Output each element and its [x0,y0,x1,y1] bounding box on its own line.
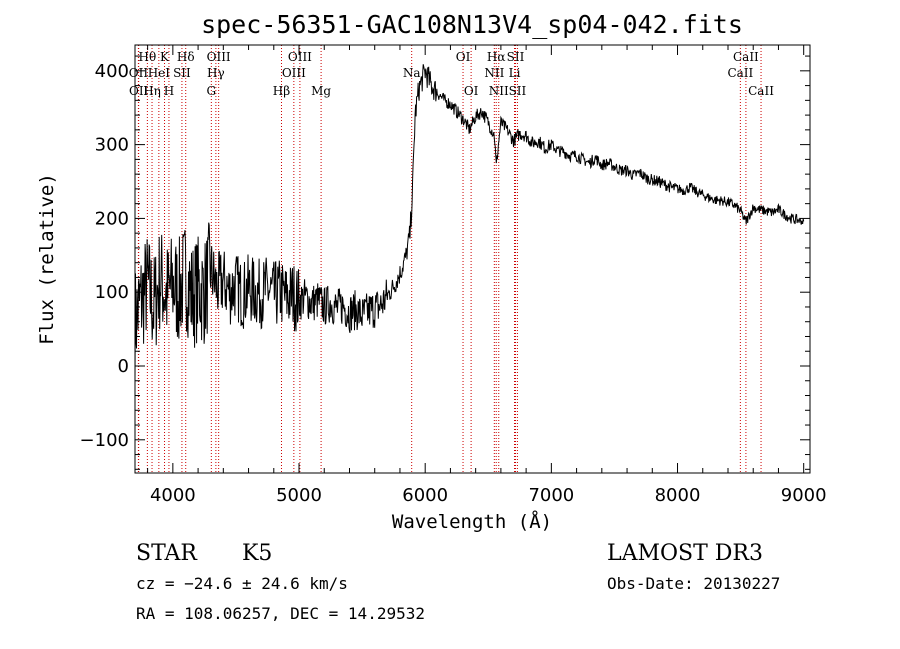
line-marker-label: OIII [288,50,312,64]
line-marker-label: Mg [311,84,331,98]
line-marker-label: Hβ [273,84,290,98]
y-axis-ticks: −100 0 100 200 300 400 [80,55,810,470]
line-marker-label: OII [129,66,149,80]
line-marker-label: SII [173,66,191,80]
line-marker-label: OIII [207,50,231,64]
line-marker-label: OIII [282,66,306,80]
line-marker-label: OII [129,84,149,98]
line-marker-label: SII [509,84,527,98]
line-marker-label: HeI [148,66,171,80]
survey-name: LAMOST DR3 [607,541,763,566]
line-marker-labels: Hθ OII OII K HeI Hη Hδ SII H OIII Hγ G OIII OIII Hβ Mg N… [129,50,774,98]
coordinates: RA = 108.06257, DEC = 14.29532 [136,604,425,623]
y-tick-label: −100 [80,430,129,451]
y-tick-label: 200 [95,208,129,229]
y-tick-label: 400 [95,61,129,82]
chart-title: spec-56351-GAC108N13V4_sp04-042.fits [201,10,743,39]
x-tick-label: 7000 [528,485,574,506]
line-marker-label: Na [403,66,421,80]
x-tick-label: 4000 [150,485,196,506]
line-marker-label: NII [489,84,509,98]
x-tick-label: 9000 [781,485,827,506]
y-tick-label: 300 [95,135,129,156]
line-marker-label: G [207,84,217,98]
line-marker-label: K [160,50,170,64]
y-axis-label: Flux (relative) [36,173,58,345]
object-subclass: K5 [242,541,273,566]
line-markers [137,45,762,473]
x-tick-label: 5000 [276,485,322,506]
line-marker-label: OI [464,84,479,98]
line-marker-label: CaII [748,84,774,98]
line-marker-label: SII [507,50,525,64]
line-marker-label: OI [456,50,471,64]
line-marker-label: H [164,84,174,98]
obs-date: Obs-Date: 20130227 [607,574,781,593]
line-marker-label: Hδ [177,50,195,64]
line-marker-label: CaII [733,50,759,64]
line-marker-label: Hη [143,84,161,98]
redshift-text: cz = −24.6 ± 24.6 km/s [136,574,348,593]
line-marker-label: CaII [727,66,753,80]
y-tick-label: 0 [118,356,129,377]
object-class: STAR [136,541,197,566]
spectrum-line [134,64,805,378]
line-marker-label: Hθ [139,50,157,64]
line-marker-label: Hγ [207,66,225,80]
x-tick-label: 8000 [655,485,701,506]
plot-frame [134,44,811,474]
x-axis-ticks: 4000 5000 6000 7000 8000 9000 [147,45,827,506]
line-marker-label: Hα [487,50,506,64]
x-axis-label: Wavelength (Å) [392,510,552,533]
x-tick-label: 6000 [402,485,448,506]
line-marker-label: Li [509,66,521,80]
line-marker-label: NII [484,66,504,80]
y-tick-label: 100 [95,282,129,303]
